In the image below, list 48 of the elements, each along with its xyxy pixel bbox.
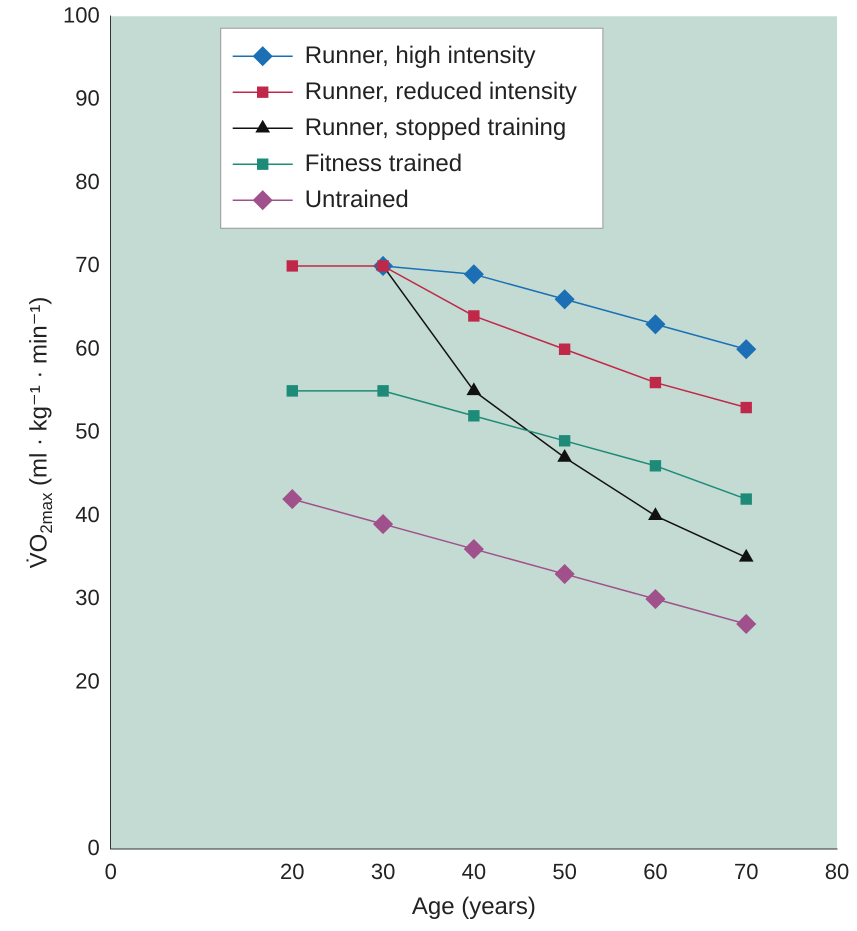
point [646, 589, 666, 609]
point [558, 435, 570, 447]
point [554, 564, 574, 584]
x-tick-label: 70 [734, 859, 758, 884]
y-tick-label: 70 [75, 252, 100, 278]
point [554, 290, 574, 310]
point [740, 493, 752, 505]
legend-label: Runner, stopped training [304, 114, 566, 141]
y-tick-label: 20 [75, 668, 100, 694]
y-tick-label: 0 [87, 834, 100, 860]
x-tick-label: 80 [824, 859, 850, 884]
y-tick-label: 50 [75, 418, 100, 444]
point [286, 385, 298, 397]
x-axis-title: Age (years) [412, 893, 536, 920]
y-tick-label: 40 [75, 502, 100, 527]
point [373, 514, 393, 534]
x-tick-label: 0 [104, 859, 117, 884]
y-tick-label: 80 [75, 168, 100, 194]
legend-label: Runner, high intensity [304, 42, 536, 69]
point [464, 539, 484, 559]
x-tick-label: 50 [552, 859, 577, 884]
point [736, 339, 756, 359]
point [739, 550, 754, 562]
point [468, 310, 480, 322]
y-tick-label: 60 [75, 335, 100, 360]
point [377, 385, 389, 397]
point [558, 344, 570, 355]
point [650, 460, 662, 472]
legend-label: Untrained [304, 186, 409, 213]
y-axis-title: V̇O2max (ml · kg⁻¹ · min⁻¹) [26, 296, 56, 568]
point [286, 260, 298, 272]
point [648, 508, 662, 520]
point [282, 489, 302, 509]
point [740, 402, 752, 414]
point [650, 376, 662, 388]
legend-label: Fitness trained [304, 150, 462, 177]
y-tick-label: 30 [75, 585, 100, 610]
point [736, 614, 756, 634]
x-tick-label: 20 [280, 859, 305, 884]
point [468, 410, 480, 422]
point [464, 264, 484, 284]
y-tick-label: 90 [75, 86, 100, 111]
x-tick-label: 60 [643, 859, 668, 884]
y-tick-label: 100 [62, 2, 100, 28]
point [646, 314, 666, 334]
x-tick-label: 30 [370, 859, 396, 884]
x-tick-label: 40 [462, 859, 486, 884]
legend-label: Runner, reduced intensity [304, 78, 577, 105]
